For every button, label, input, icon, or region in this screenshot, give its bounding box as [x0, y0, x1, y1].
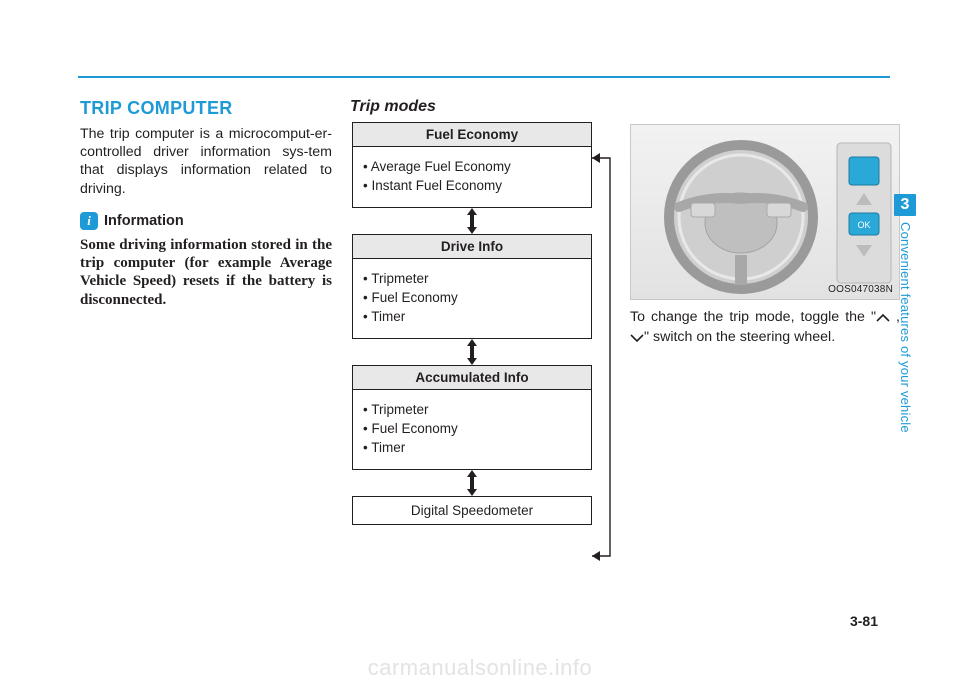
list-item: • Fuel Economy	[363, 421, 581, 436]
trip-box-digital-speedometer: Digital Speedometer	[352, 496, 592, 525]
chapter-number-tab: 3	[894, 194, 916, 216]
info-label: Information	[104, 213, 184, 229]
trip-box-header: Fuel Economy	[353, 123, 591, 147]
list-item-label: Tripmeter	[371, 402, 428, 417]
trip-box-accumulated-info: Accumulated Info • Tripmeter • Fuel Econ…	[352, 365, 592, 470]
double-arrow-icon	[352, 208, 592, 234]
trip-box-drive-info: Drive Info • Tripmeter • Fuel Economy • …	[352, 234, 592, 339]
list-item-label: Timer	[371, 309, 405, 324]
list-item: • Fuel Economy	[363, 290, 581, 305]
list-item: • Timer	[363, 309, 581, 324]
list-item-label: Instant Fuel Economy	[371, 178, 502, 193]
list-item-label: Fuel Economy	[371, 290, 457, 305]
list-item-label: Tripmeter	[371, 271, 428, 286]
trip-box-single-label: Digital Speedometer	[353, 497, 591, 524]
trip-box-body: • Average Fuel Economy • Instant Fuel Ec…	[353, 147, 591, 207]
loop-arrow-icon	[592, 152, 616, 562]
page: TRIP COMPUTER The trip computer is a mic…	[0, 0, 960, 689]
caption-pre: To change the trip mode, toggle the "	[630, 309, 876, 325]
section-title: TRIP COMPUTER	[80, 98, 332, 119]
info-heading-row: i Information	[80, 212, 332, 230]
photo-caption: To change the trip mode, toggle the " , …	[630, 308, 900, 348]
trip-mode-diagram: Fuel Economy • Average Fuel Economy • In…	[352, 122, 592, 525]
watermark: carmanualsonline.info	[0, 655, 960, 681]
chapter-title-vertical: Convenient features of your vehicle	[897, 222, 913, 522]
caption-post: " switch on the steering wheel.	[644, 329, 835, 345]
list-item: • Timer	[363, 440, 581, 455]
trip-modes-heading: Trip modes	[350, 98, 612, 116]
list-item-label: Fuel Economy	[371, 421, 457, 436]
steering-wheel-photo: OK OOS047038N	[630, 124, 900, 300]
trip-box-header: Drive Info	[353, 235, 591, 259]
column-2: Trip modes Fuel Economy • Average Fuel E…	[350, 78, 612, 525]
info-paragraph: Some driving information stored in the t…	[80, 236, 332, 309]
trip-box-body: • Tripmeter • Fuel Economy • Timer	[353, 259, 591, 338]
list-item-label: Timer	[371, 440, 405, 455]
page-number: 3-81	[850, 613, 878, 629]
svg-text:OK: OK	[857, 220, 870, 230]
trip-box-header: Accumulated Info	[353, 366, 591, 390]
list-item: • Tripmeter	[363, 271, 581, 286]
column-3: OK OOS047038N To change the trip mode, t…	[630, 78, 900, 525]
double-arrow-icon	[352, 470, 592, 496]
double-arrow-icon	[352, 339, 592, 365]
chevron-up-icon	[876, 310, 890, 328]
list-item: • Average Fuel Economy	[363, 159, 581, 174]
trip-box-body: • Tripmeter • Fuel Economy • Timer	[353, 390, 591, 469]
column-1: TRIP COMPUTER The trip computer is a mic…	[80, 78, 332, 525]
chevron-down-icon	[630, 330, 644, 348]
photo-code: OOS047038N	[828, 284, 893, 295]
content-row: TRIP COMPUTER The trip computer is a mic…	[80, 78, 932, 525]
intro-paragraph: The trip computer is a microcomput-er-co…	[80, 125, 332, 198]
list-item: • Instant Fuel Economy	[363, 178, 581, 193]
trip-box-fuel-economy: Fuel Economy • Average Fuel Economy • In…	[352, 122, 592, 208]
list-item: • Tripmeter	[363, 402, 581, 417]
list-item-label: Average Fuel Economy	[371, 159, 511, 174]
info-icon: i	[80, 212, 98, 230]
